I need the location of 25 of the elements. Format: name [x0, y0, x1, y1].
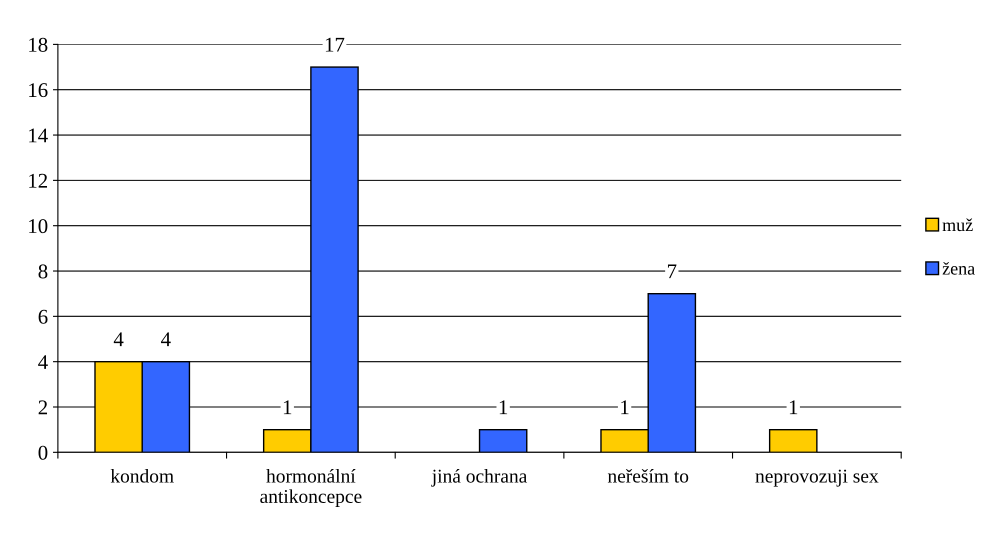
y-tick-label: 12	[29, 174, 48, 188]
y-tick-label: 8	[38, 264, 48, 278]
x-tick-label: hormonální antikoncepce	[260, 468, 362, 507]
y-tick-label: 0	[38, 446, 48, 460]
data-label: 1	[790, 400, 798, 414]
y-tick-label: 16	[29, 83, 48, 98]
data-label: 7	[668, 264, 676, 278]
legend-label: žena	[942, 262, 975, 275]
legend-label: muž	[942, 218, 973, 232]
y-tick-label: 6	[38, 310, 48, 324]
data-label: 1	[500, 400, 508, 414]
data-label: 4	[161, 332, 171, 346]
data-label: 1	[284, 400, 292, 414]
x-tick-label: neprovozuji sex	[755, 470, 878, 487]
y-tick-label: 2	[38, 400, 48, 414]
data-label: 4	[114, 332, 124, 346]
x-tick-label: kondom	[110, 468, 174, 483]
y-tick-label: 4	[38, 355, 48, 369]
y-tick-label: 14	[29, 128, 48, 142]
x-tick-label: neřeším to	[608, 468, 688, 483]
data-label: 1	[621, 400, 629, 414]
data-label: 17	[326, 38, 344, 52]
y-tick-label: 10	[29, 219, 48, 234]
x-tick-label: jiná ochrana	[431, 468, 528, 487]
y-tick-label: 18	[29, 38, 48, 52]
